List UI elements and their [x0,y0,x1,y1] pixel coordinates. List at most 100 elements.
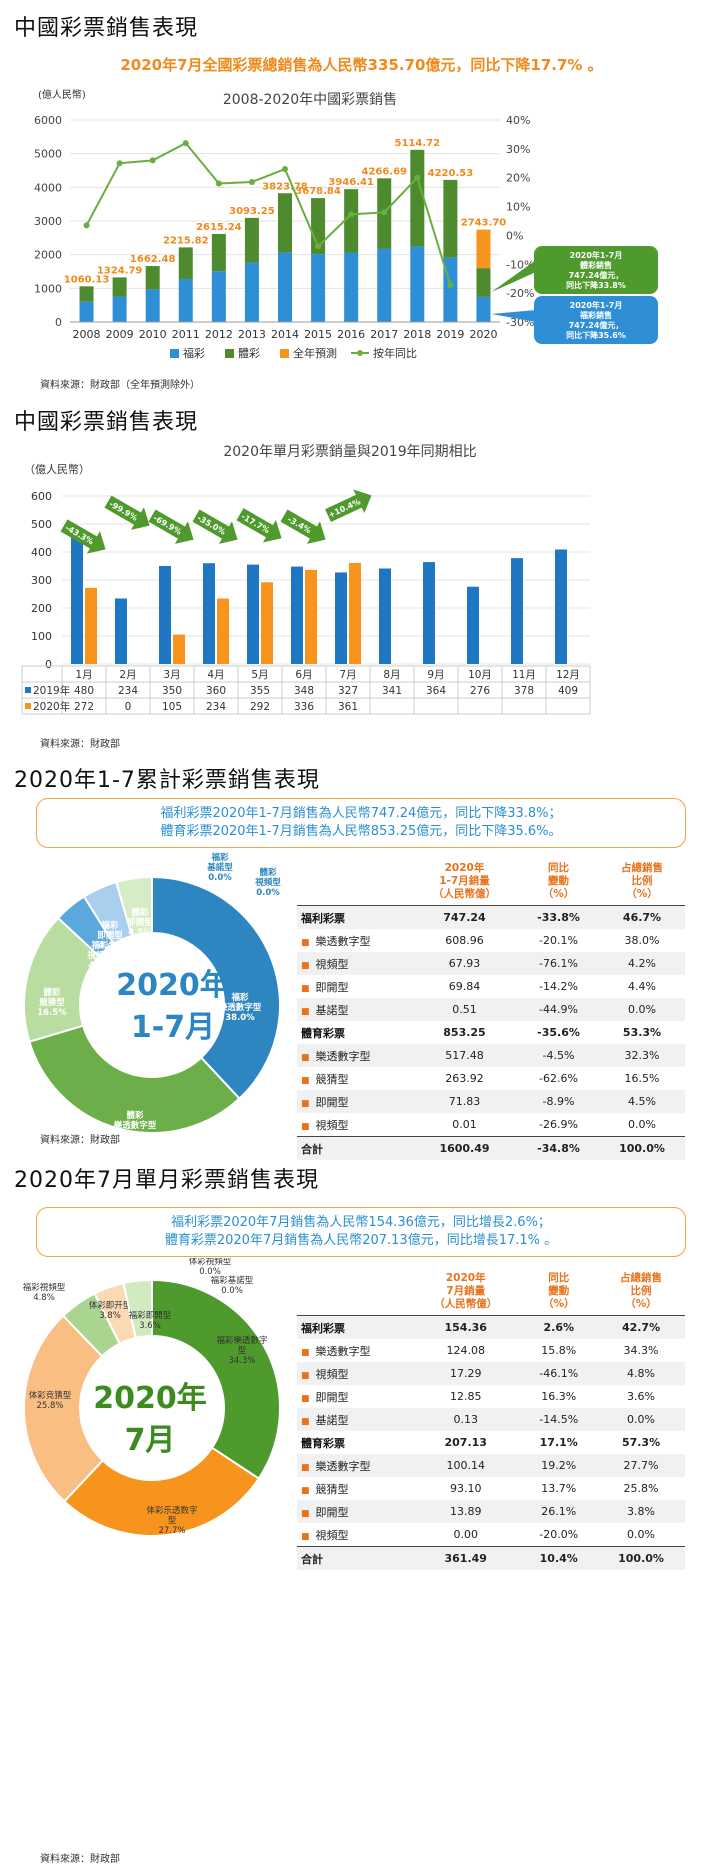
table-row: ■ 即開型 71.83 -8.9% 4.5% [297,1090,685,1113]
table-cell: 0.13 [411,1408,521,1431]
chart1-bar-welfare [178,278,193,322]
chart1-data-label: 2615.24 [196,222,242,233]
table-cell: -8.9% [518,1090,600,1113]
table-cell: 16.5% [624,1072,660,1085]
donut-slice-label: 福彩樂透數字型 38.0% [219,992,262,1023]
chart1-yoy-point [414,174,421,181]
chart2-ytick: 100 [31,630,52,643]
table-cell: -62.6% [539,1072,578,1085]
chart1-ylabel: (億人民幣) [38,88,86,101]
table-row: 合計 1600.49 -34.8% 100.0% [297,1136,685,1160]
table-cell: 4.5% [599,1090,685,1113]
donut-slice-label: 福彩視頻型 4.8% [23,1282,66,1303]
chart2-arrow-shape [148,509,194,544]
chart1-callout-welfare-text: 2020年1-7月福彩銷售 747.24億元，同比下降35.6% [566,300,626,340]
table-row: ■ 即開型 69.84 -14.2% 4.4% [297,975,685,998]
donut-slice-label: 體彩樂透數字型 32.3% [114,1110,157,1140]
table-cell: 0.51 [411,998,518,1021]
chart1-xtick: 2013 [238,328,266,341]
table-cell: 38.0% [624,934,660,947]
chart1-xtick: 2009 [106,328,134,341]
table-row: 合計 361.49 10.4% 100.0% [297,1546,685,1570]
chart2-legend-label: 2020年 [33,700,70,713]
table-cell: -35.6% [537,1026,580,1039]
section3-summary-box: 福利彩票2020年1-7月銷售為人民幣747.24億元，同比下降33.8%； 體… [36,798,686,848]
table-cell: 12.85 [449,1390,482,1403]
table-cell: 71.83 [411,1090,518,1113]
table-cell: 13.7% [541,1482,577,1495]
chart2-table-cell: 364 [426,685,446,697]
table-cell: 0.0% [597,1408,685,1431]
section4-summary-box: 福利彩票2020年7月銷售為人民幣154.36億元，同比增長2.6%； 體育彩票… [36,1207,686,1257]
table-cell: 34.3% [623,1344,659,1357]
table-header-cell: 同比 變動 （%） [542,1272,575,1310]
chart2-bar-2019 [203,563,215,664]
table-cell-name: ■ 樂透數字型 [297,1044,411,1067]
table-row: ■ 競猜型 93.10 13.7% 25.8% [297,1477,685,1500]
chart1-yoy-point [83,222,90,229]
chart1-ytick: 2000 [34,249,62,262]
table-row: ■ 視頻型 0.01 -26.9% 0.0% [297,1113,685,1137]
ytd-donut-center: 2020年 1-7月 [88,965,258,1049]
section4-source: 資料來源：財政部 [40,1854,120,1865]
chart2-trend-arrow: +10.4% [325,489,372,522]
chart1-data-label: 3823.78 [262,181,308,192]
chart1-xtick: 2016 [337,328,365,341]
ytd-center-year: 2020年 [116,968,230,1003]
table-cell: 100.14 [411,1454,521,1477]
table-cell: 15.8% [541,1344,577,1357]
chart1-ytick: 4000 [34,181,62,194]
chart1-xtick: 2020 [469,328,497,341]
bullet-icon: ■ [301,983,310,994]
chart1-data-label: 2743.70 [461,218,507,229]
donut-slice-label: 體彩視頻型 0.0% [254,867,281,898]
section2-title: 中國彩票銷售表現 [14,410,199,435]
chart2-table-cell: 360 [206,685,226,697]
chart1-xtick: 2014 [271,328,299,341]
table-row: ■ 樂透數字型 608.96 -20.1% 38.0% [297,929,685,952]
table-cell: 26.1% [520,1500,598,1523]
table-cell: 57.3% [621,1436,661,1449]
table-cell: 3.8% [597,1500,685,1523]
section1-headline: 2020年7月全國彩票總銷售為人民幣335.70億元，同比下降17.7% 。 [120,56,603,74]
chart1-bar-sports [344,189,359,253]
bullet-icon: ■ [301,1121,310,1132]
ytd-sales-table: 2020年 1-7月銷量 （人民幣億） 同比 變動 （%） 占總銷售 比例 （%） 福利彩票 747… [297,858,685,1160]
donut-slice-label: 体彩即开型 3.8% [89,1300,132,1321]
chart1-bar-welfare [244,262,259,322]
chart2-arrow-shape [60,519,106,554]
bullet-icon: ■ [301,1416,310,1427]
table-cell: 263.92 [445,1072,484,1085]
chart2-bar-2019 [511,558,523,664]
table-cell: 67.93 [411,952,518,975]
chart1-y2tick: 10% [506,201,530,214]
donut-slice [62,1446,261,1537]
table-cell-name: 合計 [297,1136,411,1160]
chart1-data-label: 1662.48 [130,254,176,265]
bullet-icon: ■ [301,1006,310,1017]
chart1-xtick: 2011 [172,328,200,341]
chart2-xtick: 1月 [75,669,92,681]
table-cell-name: ■ 視頻型 [301,1118,349,1132]
chart2-bar-2020 [173,634,185,664]
chart1-callout-sports-pointer [491,260,536,292]
chart2-table-cell: 292 [250,701,270,713]
table-cell: 4.2% [599,952,685,975]
chart1-yoy-point [248,179,255,186]
table-cell: 4.8% [597,1362,685,1385]
chart2-table-cell: 348 [294,685,314,697]
monthly-sales-chart: 2020年單月彩票銷量與2019年同期相比 （億人民幣） 0 100 200 300 400… [21,444,591,715]
summary-line-sports: 體育彩票2020年7月銷售為人民幣207.13億元，同比增長17.1% 。 [164,1233,558,1248]
chart2-bar-2019 [423,562,435,664]
chart1-yoy-point [348,211,355,218]
chart1-data-label: 5114.72 [395,138,441,149]
chart1-legend-label: 全年預測 [293,346,337,360]
table-cell: 0.0% [599,998,685,1021]
table-cell-name: ■ 競猜型 [301,1482,349,1496]
chart2-xtick: 5月 [251,669,268,681]
chart1-legend-label: 福彩 [183,346,205,360]
chart1-yoy-point [381,209,388,216]
chart2-trend-arrow: -69.9% [148,509,194,544]
table-cell: -4.5% [518,1044,600,1067]
chart2-table-cell: 276 [470,685,490,697]
